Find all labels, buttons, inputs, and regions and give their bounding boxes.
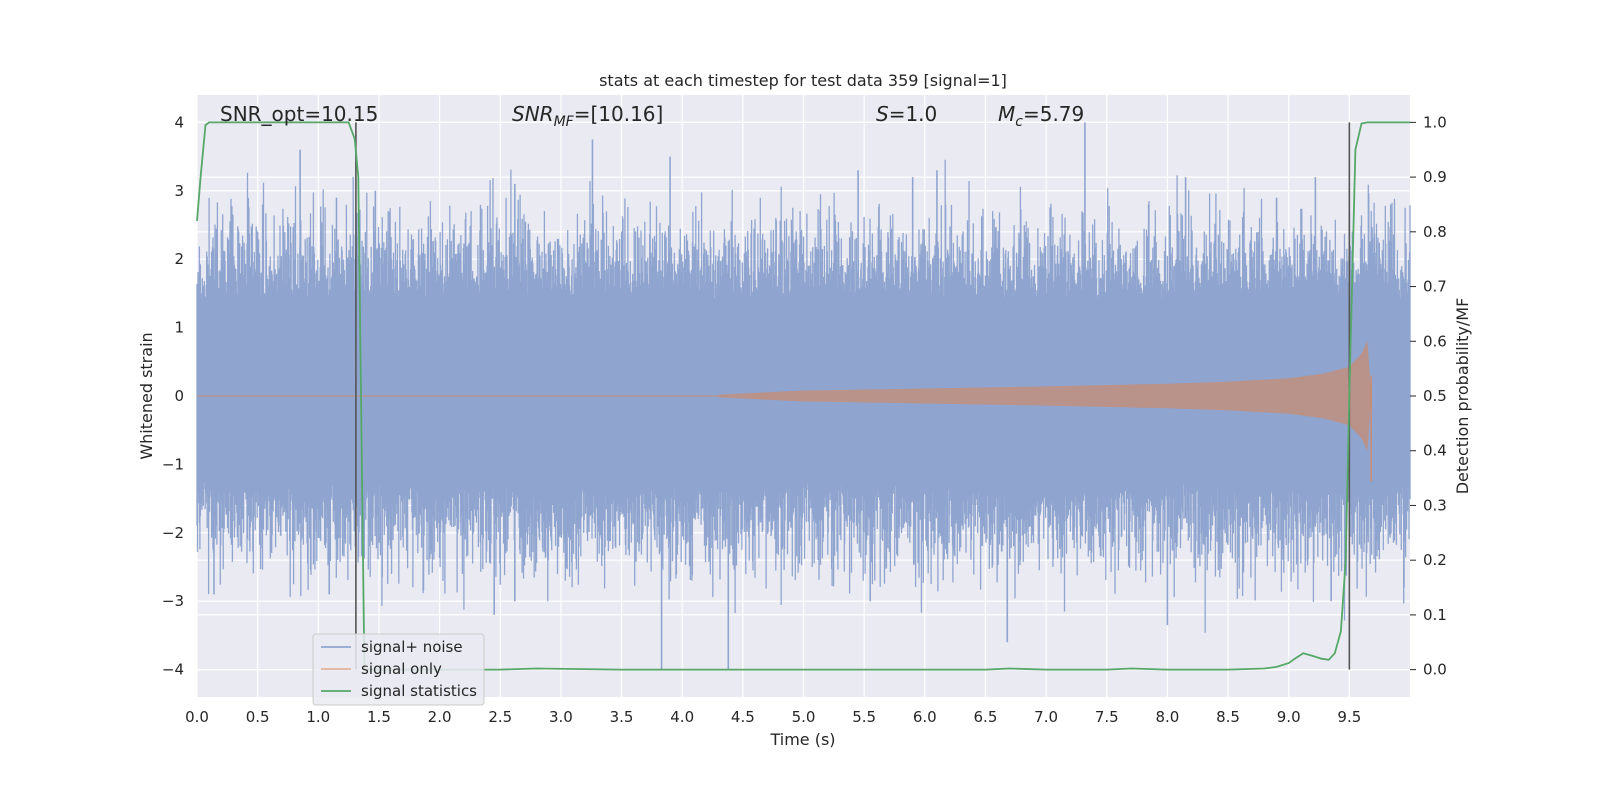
y-right-tick-label-6: 0.6 [1423,332,1447,350]
x-axis-label: Time (s) [769,730,835,749]
x-tick-label-0: 0.0 [185,708,209,726]
x-tick-label-12: 6.0 [913,708,937,726]
y-tick-label-0: −4 [162,661,184,679]
x-tick-label-13: 6.5 [974,708,998,726]
y-tick-label-8: 4 [174,113,184,131]
y-right-axis-label: Detection probability/MF [1453,298,1472,495]
legend-box [312,633,485,706]
y-axis-label: Whitened strain [137,332,156,459]
annotation-mc: Mc=5.79 [998,102,1084,130]
x-tick-label-11: 5.5 [852,708,876,726]
x-tick-label-15: 7.5 [1095,708,1119,726]
y-tick-label-1: −3 [162,592,184,610]
x-tick-label-6: 3.0 [549,708,573,726]
x-tick-label-4: 2.0 [428,708,452,726]
y-right-tick-label-3: 0.3 [1423,496,1447,514]
legend-label-signal-only: signal only [361,660,442,678]
x-tick-label-7: 3.5 [610,708,634,726]
x-tick-label-17: 8.5 [1216,708,1240,726]
x-tick-label-18: 9.0 [1277,708,1301,726]
y-right-tick-label-2: 0.2 [1423,551,1447,569]
x-tick-label-9: 4.5 [731,708,755,726]
y-right-tick-label-8: 0.8 [1423,223,1447,241]
y-tick-label-7: 3 [174,182,184,200]
legend-label-signal-noise: signal+ noise [361,638,463,656]
x-tick-label-5: 2.5 [488,708,512,726]
x-tick-label-3: 1.5 [367,708,391,726]
x-tick-label-8: 4.0 [670,708,694,726]
y-tick-label-4: 0 [174,387,184,405]
y-axis-ticks: −4 −3 −2 −1 0 1 2 3 4 [162,113,184,678]
signal-statistics-line [196,121,1410,671]
y-right-tick-label-4: 0.4 [1423,442,1447,460]
x-axis-ticks: 0.0 0.5 1.0 1.5 2.0 2.5 3.0 3.5 4.0 4.5 5.0 5.5 6.0 6… [185,708,1361,726]
legend-label-signal-statistics: signal statistics [361,682,477,700]
chart-title: stats at each timestep for test data 359… [599,71,1007,90]
annotation-s: S=1.0 [876,102,937,126]
y-right-tick-label-7: 0.7 [1423,278,1447,296]
y-tick-label-3: −1 [162,455,184,473]
x-tick-label-1: 0.5 [246,708,270,726]
y-tick-label-5: 1 [174,319,184,337]
x-tick-label-16: 8.0 [1155,708,1179,726]
y-tick-label-2: −2 [162,524,184,542]
y-right-tick-label-10: 1.0 [1423,113,1447,131]
annotation-snr-mf: SNRMF=[10.16] [512,102,663,130]
x-tick-label-19: 9.5 [1337,708,1361,726]
series-signal-only [197,341,1372,482]
y-right-axis-ticks: 0.0 0.1 0.2 0.3 0.4 0.5 0.6 0.7 0.8 0.9 1.0 [1410,113,1447,679]
x-tick-label-10: 5.0 [792,708,816,726]
y-right-tick-label-5: 0.5 [1423,387,1447,405]
annotation-snr-opt: SNR_opt=10.15 [220,102,378,126]
legend: signal+ noise signal only signal statist… [312,633,485,706]
signal-only-envelope [718,341,1372,451]
y-tick-label-6: 2 [174,250,184,268]
x-tick-label-2: 1.0 [306,708,330,726]
y-right-tick-label-0: 0.0 [1423,661,1447,679]
series-signal-statistics [196,121,1410,671]
y-right-tick-label-9: 0.9 [1423,168,1447,186]
y-right-tick-label-1: 0.1 [1423,606,1447,624]
x-tick-label-14: 7.0 [1034,708,1058,726]
